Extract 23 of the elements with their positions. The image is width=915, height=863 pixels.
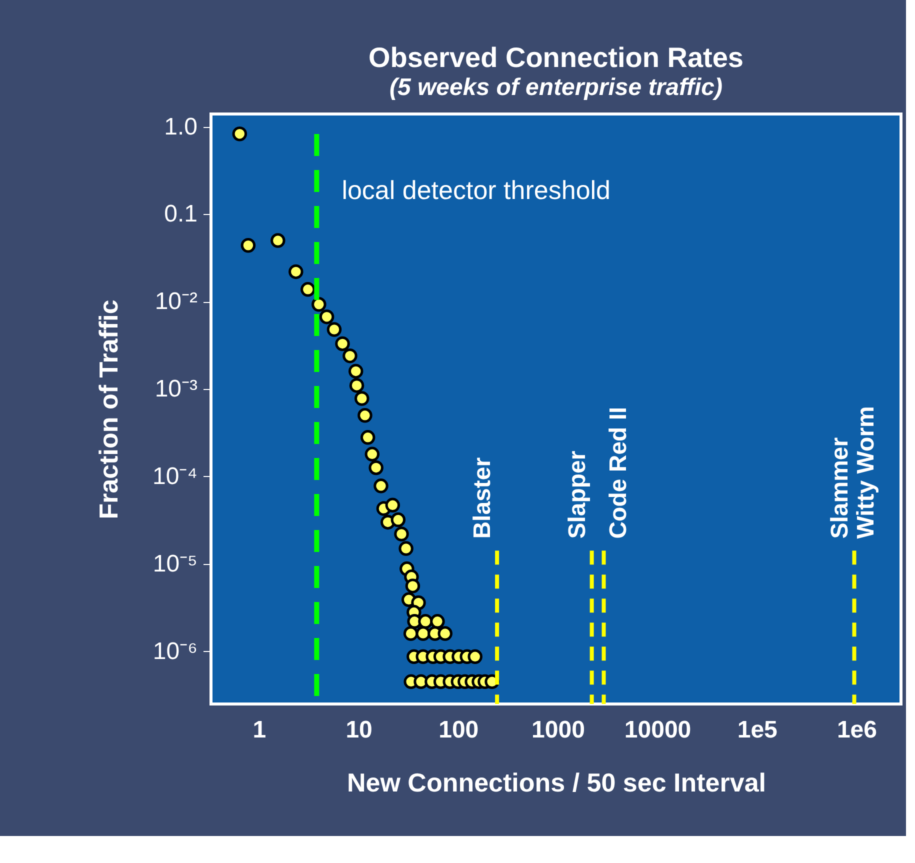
y-axis-title: Fraction of Traffic <box>93 300 124 520</box>
ref-line-label: Slapper <box>564 450 591 539</box>
chart-subtitle: (5 weeks of enterprise traffic) <box>389 74 723 101</box>
x-tick-label: 10000 <box>624 716 692 744</box>
y-tick-label: 10⁻⁴ <box>152 463 198 490</box>
y-tick-label: 0.1 <box>164 200 198 228</box>
y-tick-label: 10⁻⁶ <box>152 638 198 665</box>
x-axis-title: New Connections / 50 sec Interval <box>346 768 766 798</box>
ref-line-label: Code Red II <box>604 406 632 539</box>
y-tick-label: 1.0 <box>164 113 198 140</box>
x-tick-label: 1e5 <box>737 716 778 744</box>
x-tick-label: 1e6 <box>836 716 877 744</box>
x-tick-label: 100 <box>438 716 479 744</box>
x-tick-label: 1000 <box>532 716 585 744</box>
ref-line-label: Slammer Witty Worm <box>826 406 880 539</box>
x-tick-label: 10 <box>346 716 372 744</box>
y-tick-label: 10⁻² <box>154 288 198 316</box>
x-tick-label: 1 <box>252 716 266 744</box>
chart-title: Observed Connection Rates <box>368 42 744 73</box>
y-tick-label: 10⁻⁵ <box>152 550 198 578</box>
ref-line-label: Blaster <box>469 457 496 539</box>
y-tick-label: 10⁻³ <box>154 376 198 403</box>
ref-line-label: local detector threshold <box>342 175 611 205</box>
